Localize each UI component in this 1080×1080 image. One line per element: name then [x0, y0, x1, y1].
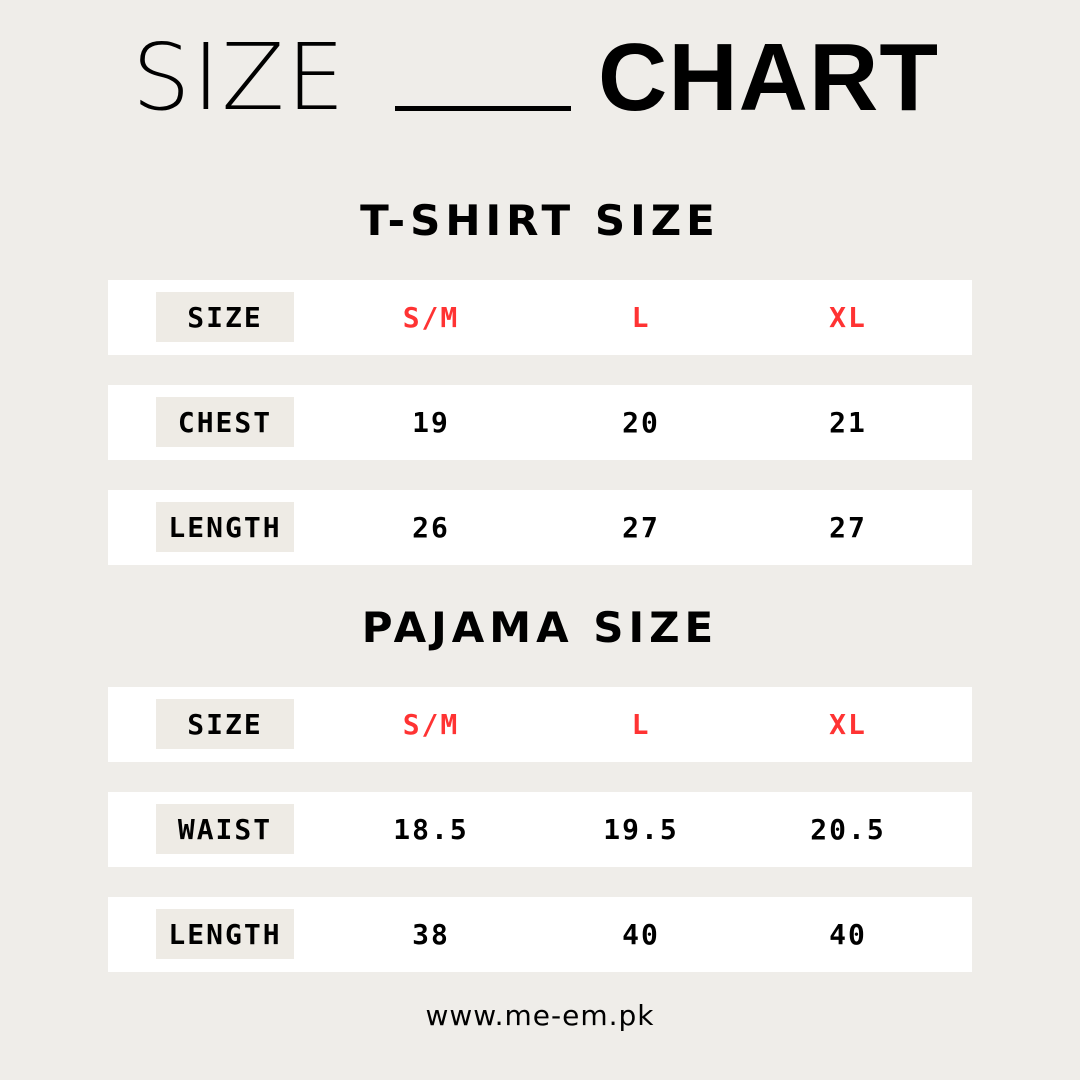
- title-size: SIZE: [132, 24, 347, 131]
- size-header: L: [631, 301, 651, 334]
- title-chart: CHART: [598, 24, 939, 131]
- table-cell: 40: [829, 918, 867, 951]
- table-cell: 21: [829, 406, 867, 439]
- size-header: S/M: [402, 301, 460, 334]
- table-cell: 19.5: [603, 813, 679, 846]
- tshirt-row-chest: CHEST 19 20 21: [108, 385, 972, 460]
- pajama-row-length: LENGTH 38 40 40: [108, 897, 972, 972]
- table-cell: 27: [622, 511, 660, 544]
- row-label: CHEST: [156, 397, 294, 447]
- pajama-row-waist: WAIST 18.5 19.5 20.5: [108, 792, 972, 867]
- row-label: LENGTH: [156, 909, 294, 959]
- size-header: L: [631, 708, 651, 741]
- table-cell: 26: [412, 511, 450, 544]
- row-label: SIZE: [156, 699, 294, 749]
- title-divider: [395, 106, 571, 111]
- table-cell: 27: [829, 511, 867, 544]
- row-label: SIZE: [156, 292, 294, 342]
- table-cell: 38: [412, 918, 450, 951]
- table-cell: 40: [622, 918, 660, 951]
- size-header: XL: [829, 708, 867, 741]
- page-title: SIZE CHART: [0, 28, 1080, 128]
- tshirt-row-size: SIZE S/M L XL: [108, 280, 972, 355]
- size-header: XL: [829, 301, 867, 334]
- table-cell: 20: [622, 406, 660, 439]
- table-cell: 20.5: [810, 813, 886, 846]
- row-label: WAIST: [156, 804, 294, 854]
- table-cell: 18.5: [393, 813, 469, 846]
- pajama-heading: PAJAMA SIZE: [361, 603, 719, 652]
- tshirt-row-length: LENGTH 26 27 27: [108, 490, 972, 565]
- pajama-row-size: SIZE S/M L XL: [108, 687, 972, 762]
- website-link[interactable]: www.me-em.pk: [425, 999, 655, 1032]
- tshirt-heading: T-SHIRT SIZE: [360, 196, 720, 245]
- table-cell: 19: [412, 406, 450, 439]
- size-header: S/M: [402, 708, 460, 741]
- row-label: LENGTH: [156, 502, 294, 552]
